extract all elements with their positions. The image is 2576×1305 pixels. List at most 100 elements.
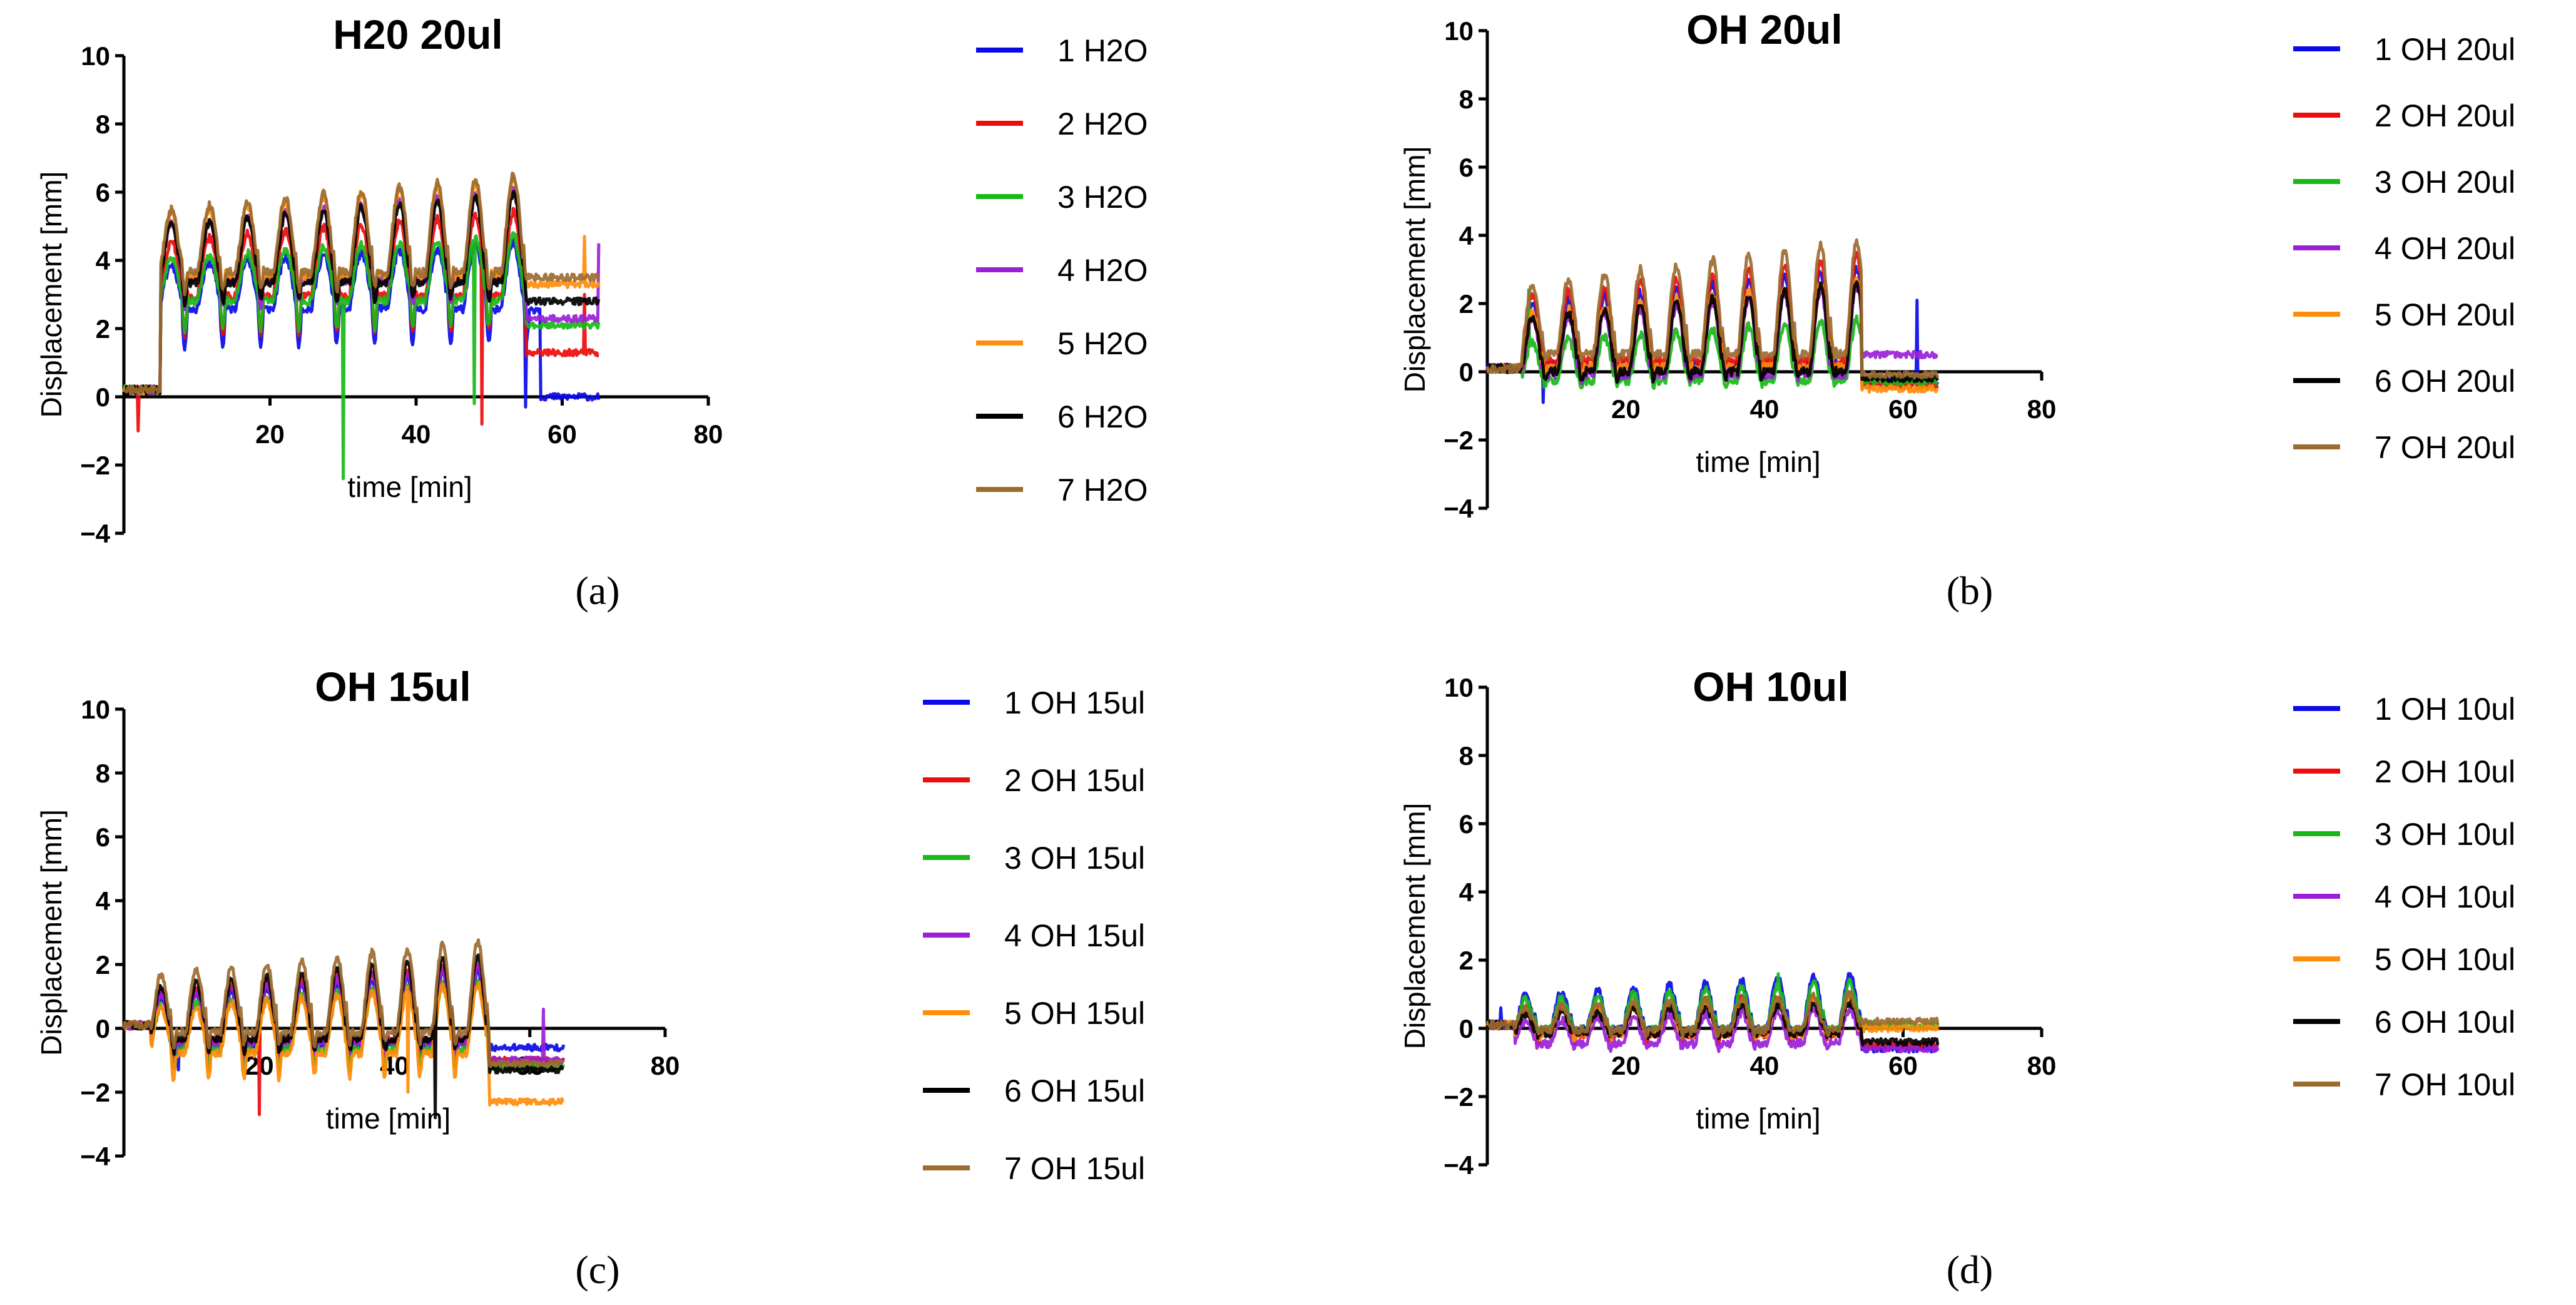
y-tick-label: 10 <box>1444 16 1474 46</box>
legend-entry: 1 H2O <box>1057 33 1148 68</box>
legend-entry: 2 H2O <box>1057 106 1148 141</box>
legend: 1 OH 20ul 2 OH 20ul 3 OH 20ul 4 OH 20ul 5 OH… <box>2293 32 2515 465</box>
legend-entry: 5 OH 20ul <box>2375 297 2515 332</box>
legend-entry: 1 OH 10ul <box>2375 692 2515 727</box>
legend-entry: 7 OH 15ul <box>1004 1151 1145 1186</box>
x-tick-label: 60 <box>1888 1051 1918 1080</box>
series-line-4 <box>1486 1004 1940 1054</box>
series-group <box>1485 238 1940 404</box>
legend: 1 OH 10ul 2 OH 10ul 3 OH 10ul 4 OH 10ul 5 OH… <box>2293 692 2515 1102</box>
chart-title: OH 15ul <box>315 663 471 710</box>
legend-entry: 3 OH 20ul <box>2375 165 2515 200</box>
y-tick-label: −2 <box>80 1078 110 1107</box>
x-axis-label: time [min] <box>1696 1102 1820 1135</box>
x-tick-label: 80 <box>2027 1051 2057 1080</box>
x-tick-label: 60 <box>547 419 577 449</box>
legend-entry: 3 OH 10ul <box>2375 817 2515 852</box>
chart-title: OH 10ul <box>1693 663 1848 710</box>
y-tick-label: −2 <box>1443 1082 1474 1112</box>
y-tick-label: 0 <box>1459 357 1474 387</box>
x-tick-label: 40 <box>1750 1051 1779 1080</box>
y-tick-label: 8 <box>1459 741 1474 770</box>
y-tick-label: 4 <box>96 246 111 275</box>
legend-entry: 7 H2O <box>1057 473 1148 508</box>
y-tick-label: −4 <box>1443 1150 1474 1180</box>
y-tick-label: −4 <box>80 519 111 548</box>
y-tick-label: 6 <box>96 822 110 852</box>
series-line-5 <box>123 981 564 1107</box>
series-group <box>122 938 566 1120</box>
legend-entry: 4 OH 20ul <box>2375 231 2515 266</box>
panel-label: (c) <box>575 1247 619 1292</box>
legend-entry: 6 OH 10ul <box>2375 1005 2515 1040</box>
x-tick-label: 80 <box>694 419 723 449</box>
legend-entry: 7 OH 20ul <box>2375 430 2515 465</box>
chart-panel-a: H20 20ul −4 −2 0 2 4 6 8 10 20 40 60 80 time [min] Dis… <box>35 11 1148 613</box>
legend-entry: 6 OH 15ul <box>1004 1073 1145 1108</box>
series-line-7 <box>1486 990 1940 1040</box>
y-tick-label: 10 <box>81 695 110 724</box>
y-tick-label: 10 <box>81 41 110 71</box>
y-tick-label: −4 <box>1443 494 1474 523</box>
legend: 1 OH 15ul 2 OH 15ul 3 OH 15ul 4 OH 15ul 5 OH… <box>923 685 1145 1186</box>
legend-entry: 3 OH 15ul <box>1004 841 1145 876</box>
legend-entry: 4 OH 10ul <box>2375 879 2515 914</box>
chart-title: H20 20ul <box>333 11 502 58</box>
y-tick-label: 2 <box>96 950 110 980</box>
panel-label: (a) <box>575 568 619 613</box>
y-tick-label: 6 <box>1459 809 1474 839</box>
x-tick-label: 40 <box>1750 394 1779 424</box>
series-group <box>1485 972 1940 1054</box>
x-axis-label: time [min] <box>347 471 472 503</box>
y-axis-label: Displacement [mm] <box>35 809 68 1056</box>
y-tick-label: 6 <box>1459 153 1474 182</box>
legend-entry: 5 OH 10ul <box>2375 942 2515 977</box>
y-tick-label: 0 <box>96 382 110 412</box>
x-axis-label: time [min] <box>1696 446 1820 478</box>
legend-entry: 6 OH 20ul <box>2375 364 2515 399</box>
y-tick-label: 2 <box>1459 289 1474 319</box>
legend-entry: 2 OH 15ul <box>1004 763 1145 798</box>
legend-entry: 1 OH 20ul <box>2375 32 2515 67</box>
chart-panel-d: OH 10ul −4 −2 0 2 4 6 8 10 20 40 60 80 time [min] Disp… <box>1398 663 2515 1292</box>
legend-entry: 1 OH 15ul <box>1004 685 1145 720</box>
y-tick-label: −2 <box>1443 426 1474 455</box>
y-tick-label: 4 <box>96 886 111 916</box>
legend-entry: 4 OH 15ul <box>1004 918 1145 953</box>
x-tick-label: 20 <box>255 419 285 449</box>
y-axis-label: Displacement [mm] <box>35 171 68 418</box>
series-line-6 <box>1486 280 1940 384</box>
legend: 1 H2O 2 H2O 3 H2O 4 H2O 5 H2O 6 H2O 7 H2O <box>976 33 1148 508</box>
y-tick-label: −4 <box>80 1142 111 1171</box>
panel-label: (d) <box>1947 1247 1993 1292</box>
legend-entry: 5 H2O <box>1057 326 1148 361</box>
legend-entry: 5 OH 15ul <box>1004 996 1145 1031</box>
y-axis-label: Displacement [mm] <box>1398 803 1431 1050</box>
series-line-3 <box>122 231 601 481</box>
y-axis-label: Displacement [mm] <box>1398 146 1431 393</box>
x-tick-label: 80 <box>2027 394 2057 424</box>
x-tick-label: 80 <box>651 1051 680 1080</box>
y-tick-label: 0 <box>1459 1014 1474 1043</box>
legend-entry: 7 OH 10ul <box>2375 1067 2515 1102</box>
series-line-7 <box>123 171 601 396</box>
x-tick-label: 20 <box>1611 1051 1641 1080</box>
y-tick-label: 6 <box>96 178 110 207</box>
y-tick-label: 8 <box>1459 84 1474 114</box>
legend-entry: 2 OH 10ul <box>2375 754 2515 789</box>
y-tick-label: 2 <box>96 314 110 344</box>
series-line-7 <box>122 938 565 1068</box>
x-axis-label: time [min] <box>326 1102 451 1135</box>
x-tick-label: 40 <box>402 419 431 449</box>
y-tick-label: 4 <box>1459 878 1474 907</box>
legend-entry: 2 OH 20ul <box>2375 98 2515 133</box>
y-tick-label: 2 <box>1459 946 1474 975</box>
y-tick-label: 8 <box>96 110 110 139</box>
series-group <box>122 171 601 481</box>
legend-entry: 6 H2O <box>1057 399 1148 434</box>
y-tick-label: 8 <box>96 759 110 788</box>
chart-title: OH 20ul <box>1686 6 1842 53</box>
y-tick-label: −2 <box>80 451 110 480</box>
